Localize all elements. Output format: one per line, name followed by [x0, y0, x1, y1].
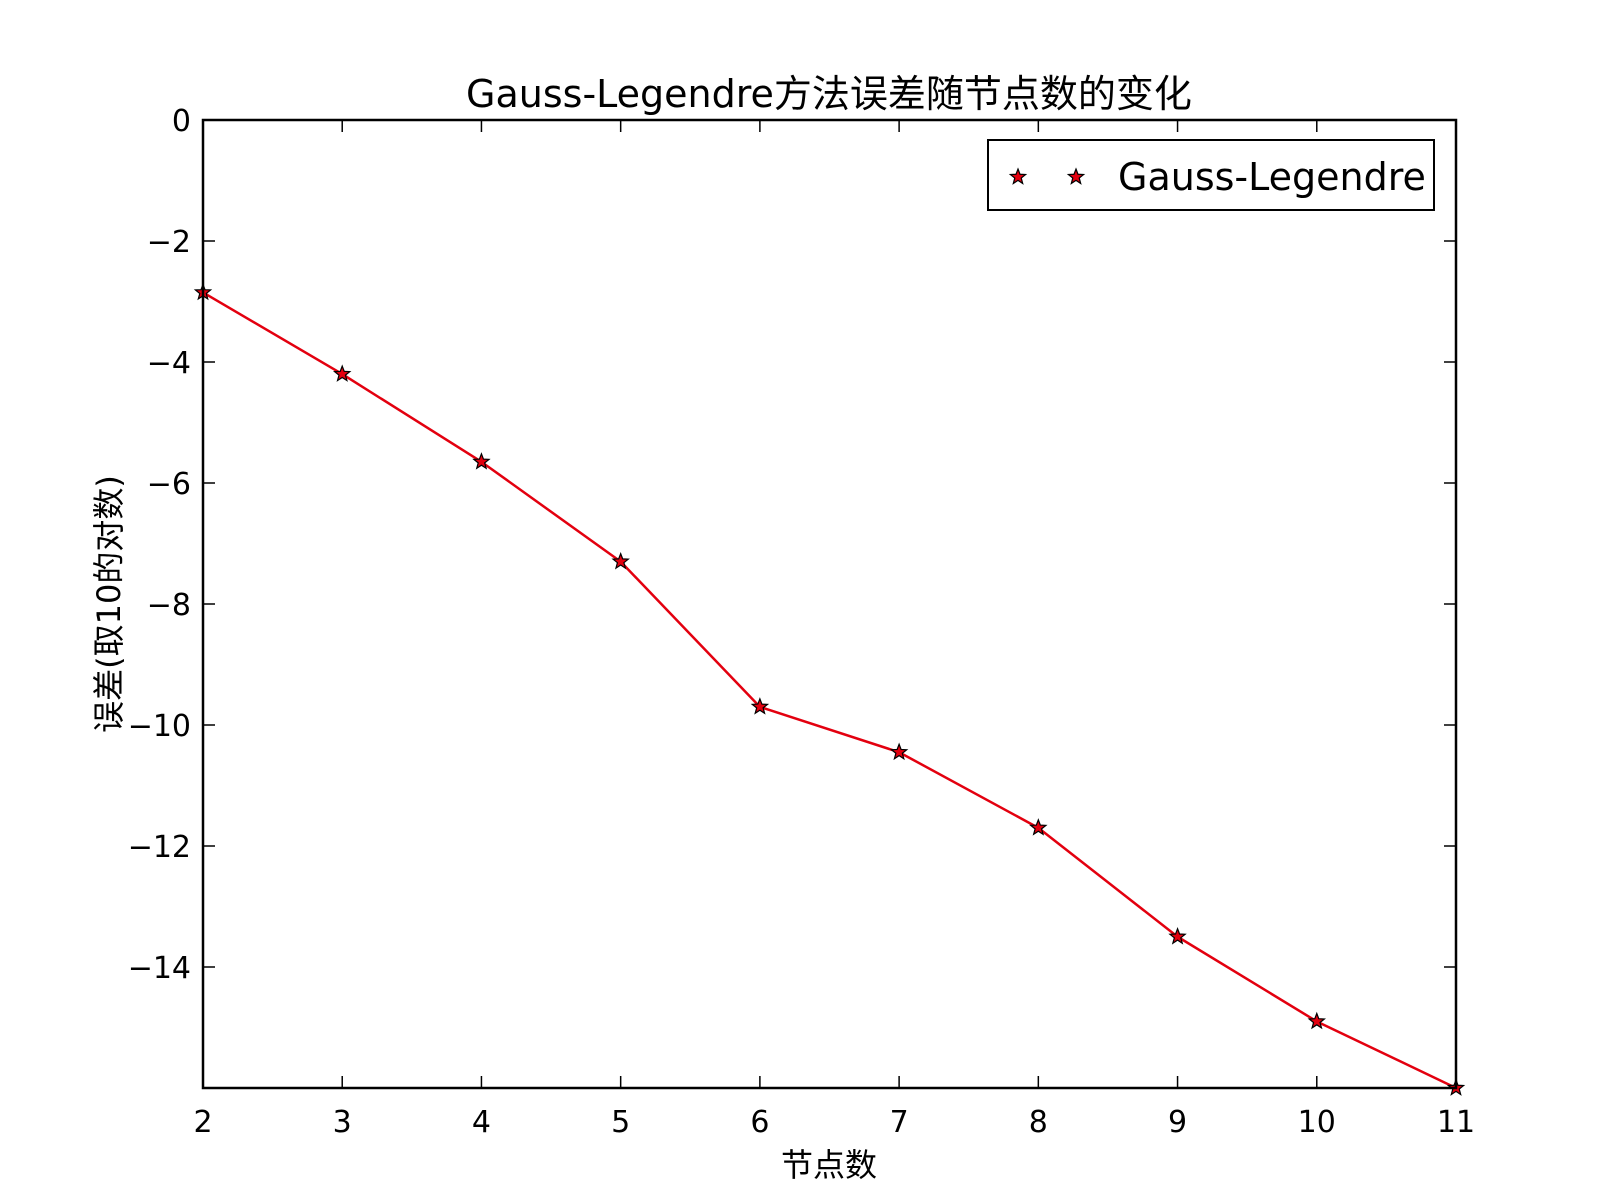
data-point-star [1029, 818, 1048, 836]
legend-star-marker [1066, 167, 1086, 185]
data-point-star [1168, 927, 1187, 945]
series-line [202, 291, 1457, 1090]
legend-label: Gauss-Legendre [1118, 155, 1426, 199]
y-tick-label: −12 [128, 830, 191, 865]
legend-markers [1008, 167, 1086, 185]
x-tick-label: 7 [890, 1105, 909, 1140]
data-point-star [611, 551, 630, 570]
tick-labels: 2 3 4 5 6 7 8 9 10 11 0 −2 −4 −6 −8 −10 −12 −14 [128, 104, 1475, 1140]
axis-ticks [202, 119, 1457, 1088]
y-axis-label: 误差(取10的对数) [90, 475, 128, 733]
chart-title: Gauss-Legendre方法误差随节点数的变化 [466, 72, 1192, 116]
plot-frame [201, 118, 1458, 1090]
x-tick-label: 4 [472, 1105, 491, 1140]
y-tick-label: −14 [128, 951, 191, 986]
x-tick-label: 11 [1437, 1105, 1475, 1140]
y-tick-label: −4 [147, 346, 191, 381]
x-axis-label: 节点数 [781, 1146, 877, 1184]
y-tick-label: −6 [147, 467, 191, 502]
x-tick-label: 8 [1029, 1105, 1048, 1140]
legend: Gauss-Legendre [987, 139, 1435, 211]
data-point-star [889, 742, 909, 761]
data-point-star [472, 452, 491, 470]
legend-box [987, 139, 1435, 211]
data-point-star [333, 364, 352, 382]
y-tick-label: −8 [147, 588, 191, 623]
x-tick-label: 3 [333, 1105, 352, 1140]
y-tick-label: −2 [147, 225, 191, 260]
data-point-star [1307, 1011, 1326, 1030]
x-tick-label: 6 [750, 1105, 769, 1140]
y-tick-label: −10 [128, 709, 191, 744]
x-tick-label: 10 [1298, 1105, 1336, 1140]
x-tick-label: 5 [611, 1105, 630, 1140]
x-tick-label: 2 [193, 1105, 212, 1140]
plot-area [203, 120, 1456, 1088]
x-tick-label: 9 [1168, 1105, 1187, 1140]
y-tick-label: 0 [172, 104, 191, 139]
data-point-star [750, 697, 770, 715]
legend-star-marker [1008, 167, 1028, 185]
